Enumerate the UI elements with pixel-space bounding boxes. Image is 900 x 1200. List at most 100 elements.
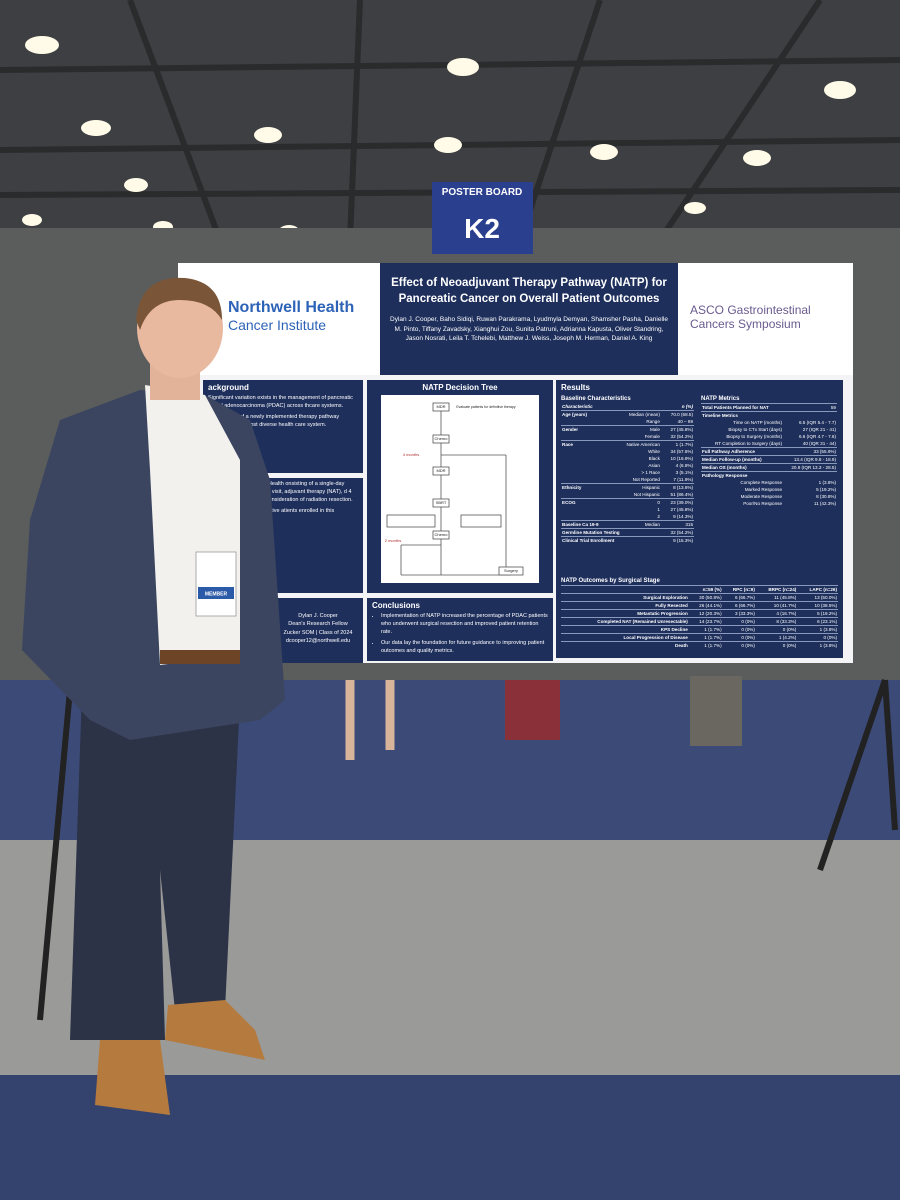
table-row: Baseline Ca 19-9 Median 315 (561, 520, 694, 529)
section-heading: Conclusions (372, 601, 421, 610)
tree-label: SBRT (436, 500, 447, 505)
row-label: Moderate Response (740, 494, 783, 499)
table-row: Completed NAT (Remained Unresectable) 14 … (561, 617, 838, 626)
row-label: Not Reported (632, 477, 660, 482)
table-row: 2 9 (14.3%) (561, 513, 694, 521)
row-label: Biopsy to Surgery (months) (726, 434, 783, 439)
table-row: Total Patients Planned for NAT 59 (701, 403, 837, 412)
ceiling-lights (22, 36, 886, 253)
row-label: Asian (648, 463, 660, 468)
row-label: KPS Decline (660, 627, 688, 632)
tree-label: 4 months (403, 452, 419, 457)
row-value: 6.6 (IQR 4.7 - 7.6) (798, 434, 836, 439)
table-row: Biopsy to Surgery (months) 6.6 (IQR 4.7 -… (701, 433, 837, 440)
row-label: White (648, 449, 660, 454)
metrics-table: Total Patients Planned for NAT 59 Timeline… (701, 403, 837, 507)
contact-name: Dylan J. Cooper (298, 613, 338, 619)
sign-board (432, 182, 533, 254)
row-label: Death (675, 643, 688, 648)
row-label: 0 (657, 500, 660, 505)
table-row: Clinical Trial Enrollment 9 (15.3%) (561, 536, 694, 545)
row-label: Poor/No Response (743, 501, 783, 506)
row-label: > 1 Race (641, 470, 660, 475)
cell: 0 (0%) (782, 643, 797, 648)
cell: 10 (41.7%) (773, 603, 797, 608)
cell: 11 (45.8%) (774, 595, 797, 600)
cell: 0 (0%) (741, 627, 755, 632)
cell: 6 (23.1%) (817, 619, 837, 624)
sign-label: POSTER BOARD (442, 187, 523, 198)
conclusion-bullet: Our data lay the foundation for future g… (381, 640, 548, 656)
row-label: Local Progression of Disease (623, 635, 688, 640)
row-group: Ethnicity (562, 485, 582, 490)
row-value: 40 (IQR 31 - 44) (802, 441, 836, 446)
row-label: Surgical Exploration (643, 595, 688, 600)
baseline-table: Characteristic n (%) Age (years) Median (me… (561, 403, 694, 544)
tree-panel: NATP Decision Tree MDR Evaluate patients … (367, 380, 553, 593)
conclusion-bullet: Implementation of NATP increased the per… (381, 613, 548, 637)
row-label: Complete Response (740, 480, 783, 485)
row-label: Completed NAT (Remained Unresectable) (597, 619, 688, 624)
row-value: 27 (IQR 21 - 41) (802, 427, 836, 432)
row-group: Median Follow-up (months) (702, 457, 762, 462)
row-value: 51 (86.4%) (670, 492, 693, 497)
contact-school: Zucker SOM | Class of 2024 (283, 629, 353, 636)
column-header: BRPC (n=24) (768, 587, 797, 592)
row-label: Biopsy to CTx Start (days) (728, 427, 783, 432)
table-row: Female 32 (54.2%) (561, 433, 694, 441)
table-row: Gender Male 27 (45.8%) (561, 425, 694, 434)
row-value: 4 (6.8%) (675, 463, 693, 468)
contact-card: Dylan J. Cooper Dean's Research Fellow Z… (273, 598, 363, 663)
row-group: Clinical Trial Enrollment (562, 538, 615, 543)
row-group: Germline Mutation Testing (562, 530, 620, 535)
cell: 14 (23.7%) (699, 619, 722, 624)
table-heading: NATP Outcomes by Surgical Stage (561, 578, 660, 584)
row-value: 40 – 89 (677, 419, 693, 424)
logo-line: Northwell Health (228, 299, 355, 316)
cell: 26 (44.1%) (699, 603, 722, 608)
title-block: Effect of Neoadjuvant Therapy Pathway (N… (380, 263, 678, 375)
table-row: Surgical Exploration 30 (50.8%) 6 (66.7%) 1… (561, 593, 838, 602)
row-group: Timeline Metrics (702, 413, 738, 418)
conclusions-panel: Conclusions Implementation of NATP incre… (367, 598, 553, 661)
tree-label: 2 months (385, 538, 401, 543)
header-row: Characteristic n (%) (561, 403, 694, 411)
shoe (95, 1040, 170, 1115)
contact-email: dcooper12@northwell.edu (285, 637, 351, 644)
row-group: ECOG (562, 500, 576, 505)
table-row: Median Follow-up (months) 13.4 (IQR 9.8 -… (701, 455, 837, 464)
row-group: Median OS (months) (702, 465, 747, 470)
row-value: 9 (15.3%) (673, 538, 693, 543)
row-label: Median (644, 522, 660, 527)
table-row: Black 10 (16.9%) (561, 455, 694, 462)
column-header: LAPC (n=26) (809, 587, 837, 592)
table-row: White 34 (57.6%) (561, 448, 694, 455)
row-group: Race (562, 442, 573, 447)
row-label: Time on NATP (months) (733, 420, 783, 425)
table-row: Poor/No Response 11 (42.3%) (701, 500, 837, 507)
section-heading: ackground (208, 383, 249, 392)
tree-boxes (386, 402, 524, 576)
row-value: 33 (55.9%) (813, 449, 836, 454)
row-value: 8 (13.6%) (673, 485, 693, 490)
table-row: Metastatic Progression 12 (20.3%) 3 (33.3%… (561, 609, 838, 618)
column-header: RPC (n=9) (732, 587, 755, 592)
right-logo: ASCO Gastrointestinal Cancers Symposium (678, 263, 853, 375)
row-value: 13.4 (IQR 9.8 - 18.9) (793, 457, 836, 462)
row-value: 34 (57.6%) (670, 449, 693, 454)
row-label: Black (648, 456, 660, 461)
row-group: Total Patients Planned for NAT (702, 405, 769, 410)
logo-line: Cancer Institute (228, 317, 327, 333)
poster-title: Effect of Neoadjuvant Therapy Pathway (N… (391, 277, 667, 306)
tree-label: MDR (436, 468, 445, 473)
background-people (345, 676, 742, 760)
cell: 1 (3.8%) (819, 627, 837, 632)
badge-label: MEMBER (205, 591, 228, 597)
row-value: 6.5 (IQR 5.4 - 7.7) (798, 420, 836, 425)
tree-label: Surgery (504, 568, 518, 573)
row-value: 32 (54.2%) (670, 530, 693, 535)
tree-label: Evaluate patients for definitive therapy (456, 405, 516, 409)
row-label: RT Completion to Surgery (days) (715, 441, 783, 446)
row-value: 7 (11.9%) (673, 477, 693, 482)
baseline-block: Baseline Characteristics Characteristic n… (561, 394, 694, 544)
